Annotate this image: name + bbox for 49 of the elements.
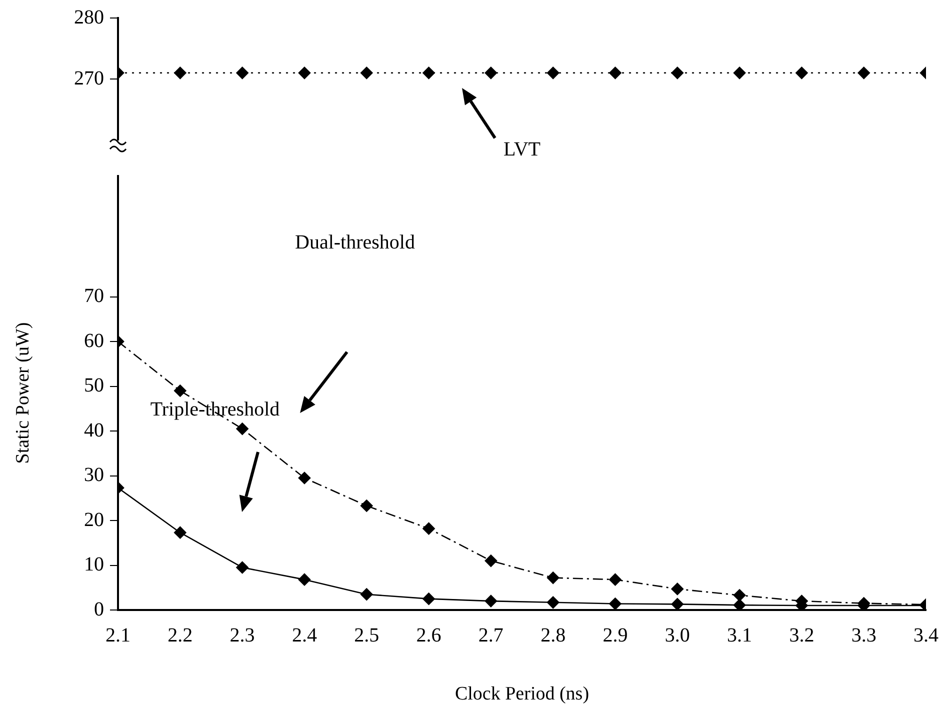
x-axis-title: Clock Period (ns) [454,684,590,705]
point [174,526,186,539]
point [174,384,186,397]
point [609,598,622,610]
point [236,422,248,435]
x-tick-label: 2.2 [168,624,193,646]
y-tick-label: 70 [84,285,104,308]
y-tick-label: 50 [84,374,104,397]
point [733,598,746,610]
x-tick-label: 2.3 [230,624,255,646]
point [298,573,311,586]
point [546,596,560,609]
x-tick-label: 3.3 [851,624,876,646]
point [360,500,373,512]
point [422,522,435,535]
y-axis-title: Static Power (uW) [12,322,34,464]
x-tick-label: 2.4 [292,624,317,646]
annotation: LVT [503,138,541,160]
x-tick-label: 3.4 [914,624,938,646]
x-tick-label: 3.1 [727,624,752,646]
x-tick-label: 2.9 [602,624,628,646]
point [671,582,684,596]
point [298,472,311,484]
x-tick-label: 2.8 [540,624,566,646]
annotation: Triple-threshold [150,398,280,420]
y-tick-label: 30 [84,464,104,486]
y-tick-label: 270 [74,67,104,90]
point [484,594,498,608]
point [733,589,746,602]
x-tick-label: 2.7 [478,624,504,646]
point [360,588,373,600]
point [546,572,560,584]
y-tick-label: 60 [84,330,104,352]
point [484,554,498,567]
point [422,592,435,605]
point [236,561,248,574]
y-tick-label: 10 [84,554,104,576]
point [609,573,622,586]
x-tick-label: 2.6 [416,624,442,646]
y-tick-label: 40 [84,419,104,442]
annotation: Dual-threshold [295,231,415,254]
y-tick-label: 0 [94,598,104,620]
y-tick-label: 20 [84,508,104,531]
x-tick-label: 3.0 [664,624,690,646]
y-tick-label: 280 [74,6,104,28]
x-tick-label: 3.2 [789,624,814,646]
x-tick-label: 2.1 [106,624,130,646]
point [671,598,684,610]
x-tick-label: 2.5 [354,624,380,646]
